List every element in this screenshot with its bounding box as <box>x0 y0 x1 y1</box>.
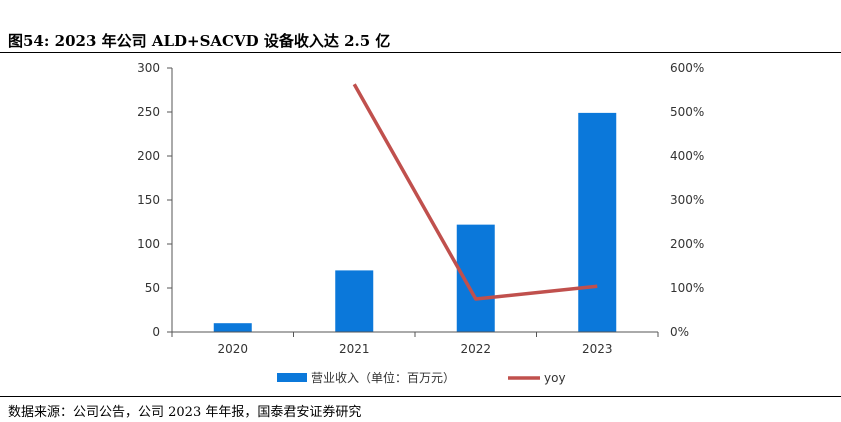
legend: 营业收入（单位：百万元） yoy <box>277 370 566 385</box>
legend-bar-label: 营业收入（单位：百万元） <box>311 370 455 385</box>
bar <box>578 112 617 332</box>
top-rule <box>0 52 841 53</box>
source-note: 数据来源：公司公告，公司 2023 年年报，国泰君安证券研究 <box>8 405 362 420</box>
bar <box>335 270 374 332</box>
left-tick-label: 150 <box>137 193 160 207</box>
right-tick-label: 100% <box>670 281 704 295</box>
x-axis: 2020 2021 2022 2023 <box>171 331 659 356</box>
left-axis: 0 50 100 150 200 250 300 <box>137 61 173 339</box>
right-axis: 0% 100% 200% 300% 400% 500% 600% <box>670 61 704 339</box>
x-tick-label: 2021 <box>339 342 370 356</box>
left-tick-label: 300 <box>137 61 160 75</box>
figure-title: 图54: 2023 年公司 ALD+SACVD 设备收入达 2.5 亿 <box>8 32 391 50</box>
left-tick-label: 250 <box>137 105 160 119</box>
x-tick-label: 2022 <box>460 342 491 356</box>
yoy-series <box>352 83 598 301</box>
left-tick-label: 50 <box>145 281 160 295</box>
right-tick-label: 600% <box>670 61 704 75</box>
right-tick-label: 0% <box>670 325 689 339</box>
bar-series <box>213 112 617 332</box>
bar <box>213 323 252 332</box>
left-tick-label: 0 <box>152 325 160 339</box>
bottom-rule <box>0 396 841 397</box>
x-tick-label: 2023 <box>582 342 613 356</box>
right-tick-label: 300% <box>670 193 704 207</box>
legend-bar-swatch <box>277 373 307 382</box>
left-tick-label: 100 <box>137 237 160 251</box>
legend-line-label: yoy <box>544 371 566 385</box>
yoy-line <box>352 83 598 301</box>
right-tick-label: 500% <box>670 105 704 119</box>
right-tick-label: 200% <box>670 237 704 251</box>
x-tick-label: 2020 <box>217 342 248 356</box>
left-tick-label: 200 <box>137 149 160 163</box>
right-tick-label: 400% <box>670 149 704 163</box>
